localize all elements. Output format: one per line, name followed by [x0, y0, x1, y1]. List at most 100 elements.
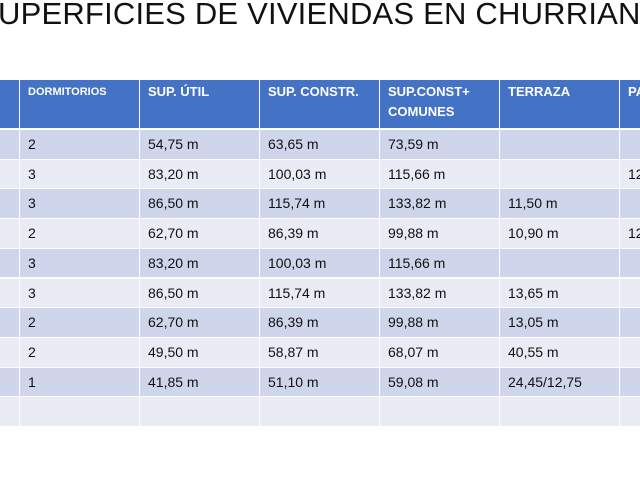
table-cell: 73,59 m	[380, 130, 500, 160]
table-cell: 86,50 m	[140, 189, 260, 220]
table-cell	[500, 397, 620, 427]
table-cell: 115,66 m	[380, 159, 500, 190]
cell-text: 1	[28, 373, 36, 390]
table-cell	[260, 397, 380, 427]
table-cell	[0, 308, 20, 338]
cell-text: 2	[28, 225, 36, 242]
cell-text: DORMITORIOS	[28, 86, 107, 98]
table-cell: 115,66 m	[380, 248, 500, 279]
table-cell: 40,55 m	[500, 337, 620, 368]
table-cell: 24,45/12,75	[500, 367, 620, 398]
slide-title: UPERFICIES DE VIVIENDAS EN CHURRIAN	[0, 0, 640, 31]
cell-text: 68,07 m	[388, 343, 439, 360]
table-cell: 115,74 m	[260, 189, 380, 220]
table-cell: 3	[20, 248, 140, 279]
table-cell	[0, 278, 20, 309]
cell-text: 86,39 m	[268, 314, 319, 331]
table-cell: 3	[20, 159, 140, 190]
table-cell	[620, 189, 640, 220]
cell-text: 41,85 m	[148, 373, 199, 390]
column-header: PA	[620, 80, 640, 130]
table-cell: 10,90 m	[500, 219, 620, 249]
cell-text: TERRAZA	[508, 84, 571, 99]
table-cell	[500, 130, 620, 160]
table-cell: 2	[20, 219, 140, 249]
cell-text: 2	[28, 314, 36, 331]
table-cell	[620, 367, 640, 398]
cell-text: 133,82 m	[388, 195, 447, 212]
table-cell: 3	[20, 278, 140, 309]
cell-text: 100,03 m	[268, 165, 327, 182]
table-cell: 86,39 m	[260, 308, 380, 338]
cell-text: 12	[628, 165, 640, 182]
column-header: DORMITORIOS	[20, 80, 140, 130]
table-cell	[620, 397, 640, 427]
table-cell: 63,65 m	[260, 130, 380, 160]
table-cell	[620, 337, 640, 368]
table-cell: 62,70 m	[140, 219, 260, 249]
table-cell: 12	[620, 219, 640, 249]
table-cell	[500, 248, 620, 279]
cell-text: 40,55 m	[508, 343, 559, 360]
table-cell: 115,74 m	[260, 278, 380, 309]
table-cell	[0, 159, 20, 190]
column-header: SUP.CONST+ COMUNES	[380, 80, 500, 130]
table-cell	[0, 397, 20, 427]
cell-text: 86,50 m	[148, 284, 199, 301]
cell-text: 58,87 m	[268, 343, 319, 360]
table-cell: 133,82 m	[380, 189, 500, 220]
cell-text: 51,10 m	[268, 373, 319, 390]
table-cell: 3	[20, 189, 140, 220]
table-cell: 2	[20, 130, 140, 160]
cell-text: 63,65 m	[268, 136, 319, 152]
table-cell: 83,20 m	[140, 159, 260, 190]
cell-text: 3	[28, 284, 36, 301]
table-cell	[620, 308, 640, 338]
cell-text: 62,70 m	[148, 225, 199, 242]
cell-text: 13,05 m	[508, 314, 559, 331]
table-cell	[620, 278, 640, 309]
cell-text: SUP. CONSTR.	[268, 84, 359, 99]
table-cell	[620, 130, 640, 160]
cell-text: 2	[28, 343, 36, 360]
cell-text: SUP.CONST+ COMUNES	[388, 84, 470, 119]
cell-text: 11,50 m	[508, 195, 558, 212]
cell-text: 86,39 m	[268, 225, 319, 242]
table-cell	[0, 130, 20, 160]
cell-text: 115,66 m	[388, 254, 446, 271]
table-cell: 68,07 m	[380, 337, 500, 368]
cell-text: 73,59 m	[388, 136, 439, 152]
table-cell	[380, 397, 500, 427]
table-cell	[0, 367, 20, 398]
table-cell: 54,75 m	[140, 130, 260, 160]
table-cell: 100,03 m	[260, 159, 380, 190]
table-cell: 12	[620, 159, 640, 190]
table-cell	[20, 397, 140, 427]
table-cell: 83,20 m	[140, 248, 260, 279]
cell-text: 83,20 m	[148, 165, 199, 182]
table-cell: 99,88 m	[380, 219, 500, 249]
cell-text: 100,03 m	[268, 254, 327, 271]
cell-text: 59,08 m	[388, 373, 439, 390]
table-cell	[0, 189, 20, 220]
table-cell: 1	[20, 367, 140, 398]
table-cell	[0, 248, 20, 279]
table-cell: 99,88 m	[380, 308, 500, 338]
cell-text: 13,65 m	[508, 284, 559, 301]
table-cell: 49,50 m	[140, 337, 260, 368]
cell-text: 115,74 m	[268, 195, 326, 212]
cell-text: 99,88 m	[388, 314, 439, 331]
cell-text: 49,50 m	[148, 343, 199, 360]
table-cell: 58,87 m	[260, 337, 380, 368]
table-cell	[0, 337, 20, 368]
table-cell: 86,50 m	[140, 278, 260, 309]
cell-text: 86,50 m	[148, 195, 199, 212]
table-cell: 13,65 m	[500, 278, 620, 309]
cell-text: 83,20 m	[148, 254, 199, 271]
table-cell: 41,85 m	[140, 367, 260, 398]
table-cell	[620, 248, 640, 279]
table-cell	[140, 397, 260, 427]
table-cell: 2	[20, 308, 140, 338]
column-header: TERRAZA	[500, 80, 620, 130]
